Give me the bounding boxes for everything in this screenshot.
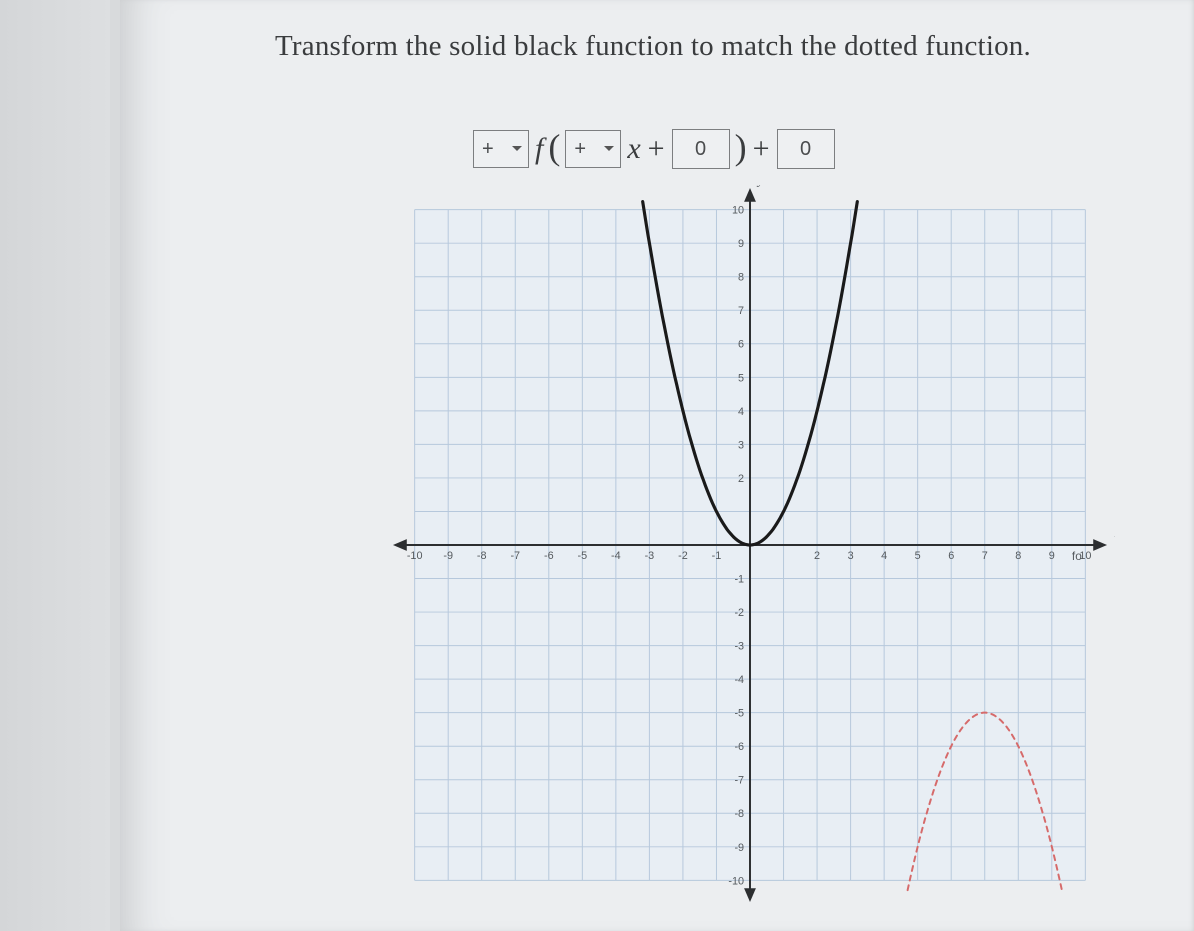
h-shift-input[interactable] (672, 129, 730, 169)
svg-text:7: 7 (982, 550, 988, 562)
svg-text:2: 2 (738, 473, 744, 485)
svg-text:6: 6 (948, 550, 954, 562)
svg-text:-8: -8 (477, 550, 487, 562)
svg-text:-1: -1 (734, 573, 744, 585)
open-paren: ( (548, 126, 560, 168)
f-symbol: f (535, 132, 543, 166)
k-shift-input[interactable] (777, 129, 835, 169)
svg-text:-6: -6 (734, 741, 744, 753)
svg-text:8: 8 (1015, 550, 1021, 562)
svg-text:-3: -3 (734, 641, 744, 653)
svg-text:-8: -8 (734, 808, 744, 820)
plus-k: + (753, 132, 770, 166)
svg-text:y: y (756, 185, 765, 187)
svg-text:3: 3 (848, 550, 854, 562)
svg-text:-3: -3 (645, 550, 655, 562)
svg-text:-4: -4 (734, 674, 744, 686)
coordinate-graph[interactable]: -10 -9 -8 -7 -6 -5 -4 -3 -2 -1 2 3 4 5 6 7 8 9 10 -10 -9 -8 -7… (385, 185, 1115, 905)
svg-text:-9: -9 (734, 842, 744, 854)
svg-text:10: 10 (732, 205, 744, 217)
svg-text:5: 5 (738, 372, 744, 384)
svg-text:7: 7 (738, 305, 744, 317)
transformation-formula: + − f ( + − x + ) + (470, 128, 838, 170)
svg-text:4: 4 (738, 406, 744, 418)
svg-text:-9: -9 (443, 550, 453, 562)
svg-text:-7: -7 (510, 550, 520, 562)
svg-text:9: 9 (738, 238, 744, 250)
svg-text:x: x (1114, 525, 1115, 540)
svg-text:-5: -5 (578, 550, 588, 562)
svg-text:-5: -5 (734, 708, 744, 720)
plus-h: + (648, 132, 665, 166)
page-gutter (0, 0, 110, 931)
svg-text:3: 3 (738, 439, 744, 451)
x-symbol: x (627, 132, 640, 166)
svg-text:-2: -2 (678, 550, 688, 562)
svg-text:-7: -7 (734, 775, 744, 787)
svg-text:6: 6 (738, 339, 744, 351)
close-paren: ) (735, 126, 747, 168)
svg-text:-1: -1 (712, 550, 722, 562)
svg-text:fo: fo (1072, 549, 1082, 563)
svg-text:-10: -10 (407, 550, 423, 562)
svg-text:4: 4 (881, 550, 887, 562)
inner-sign-select[interactable]: + − (565, 130, 621, 168)
svg-text:2: 2 (814, 550, 820, 562)
svg-text:-6: -6 (544, 550, 554, 562)
svg-text:5: 5 (915, 550, 921, 562)
question-prompt: Transform the solid black function to ma… (275, 30, 1031, 63)
svg-text:8: 8 (738, 272, 744, 284)
worksheet-page: Transform the solid black function to ma… (120, 0, 1194, 931)
svg-text:-4: -4 (611, 550, 621, 562)
outer-sign-select[interactable]: + − (473, 130, 529, 168)
svg-text:-10: -10 (728, 875, 744, 887)
svg-text:9: 9 (1049, 550, 1055, 562)
svg-text:-2: -2 (734, 607, 744, 619)
